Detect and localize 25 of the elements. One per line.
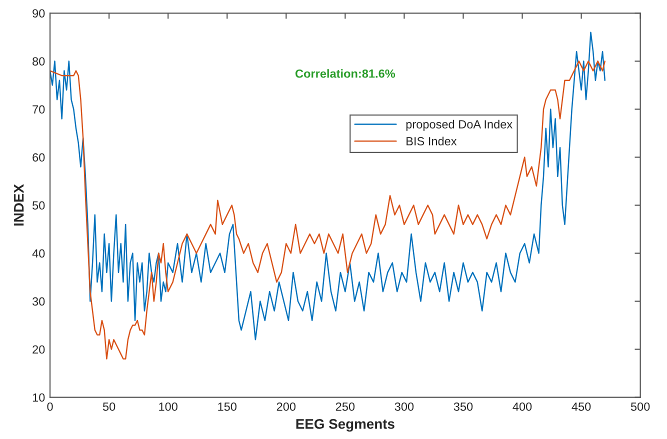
y-tick-label: 10 xyxy=(32,393,45,402)
x-tick-label: 150 xyxy=(218,402,236,411)
x-tick-label: 0 xyxy=(47,402,53,411)
y-tick-label: 40 xyxy=(32,249,45,258)
y-tick-label: 60 xyxy=(32,153,45,162)
y-tick-label: 90 xyxy=(32,9,45,18)
y-tick-label: 20 xyxy=(32,345,45,354)
y-tick-label: 50 xyxy=(32,201,45,210)
x-tick-label: 500 xyxy=(630,402,650,411)
x-tick-label: 400 xyxy=(512,402,532,411)
legend-label: BIS Index xyxy=(406,136,457,146)
annotation: Correlation:81.6% xyxy=(295,69,396,78)
x-tick-label: 250 xyxy=(336,402,355,411)
x-tick-label: 50 xyxy=(102,402,116,411)
y-tick-label: 30 xyxy=(32,297,45,306)
x-tick-label: 300 xyxy=(394,402,414,411)
y-tick-label: 70 xyxy=(32,105,45,114)
y-axis-title: INDEX xyxy=(14,184,24,226)
y-tick-label: 80 xyxy=(32,57,45,66)
x-tick-label: 350 xyxy=(454,402,473,411)
x-tick-label: 450 xyxy=(572,402,591,411)
x-axis-title: EEG Segments xyxy=(296,419,394,432)
x-tick-label: 200 xyxy=(276,402,296,411)
legend-label: proposed DoA Index xyxy=(406,120,512,131)
x-tick-label: 100 xyxy=(159,402,178,411)
